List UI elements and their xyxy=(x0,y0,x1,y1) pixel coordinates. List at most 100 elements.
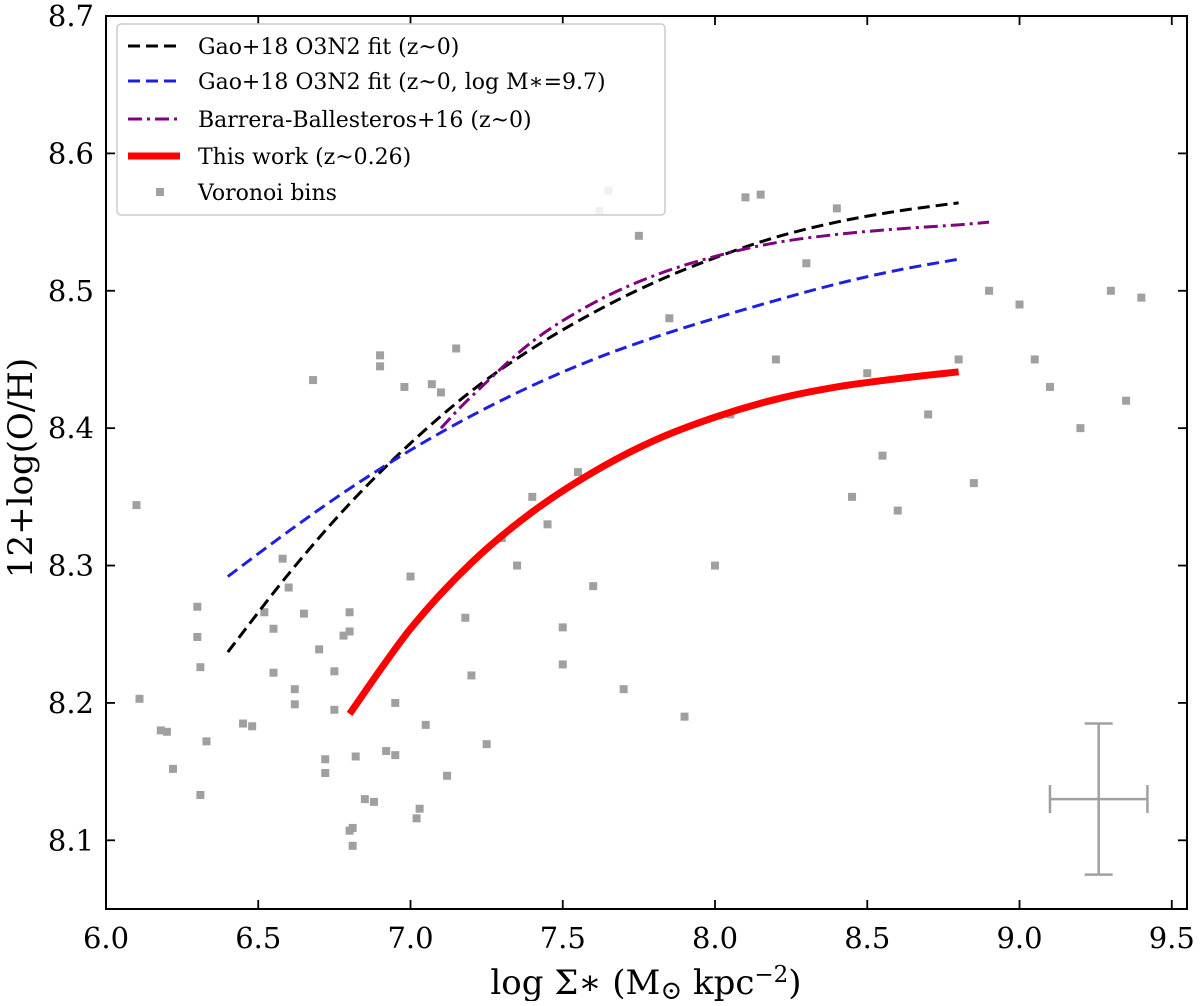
y-tick-label: 8.1 xyxy=(48,823,94,857)
voronoi-bin-point xyxy=(924,410,933,419)
voronoi-bin-point xyxy=(193,632,202,641)
voronoi-bin-point xyxy=(436,388,445,397)
voronoi-bin-point xyxy=(452,344,461,353)
voronoi-bin-point xyxy=(680,712,689,721)
axes-border xyxy=(105,15,1188,910)
x-tick-label: 9.0 xyxy=(996,921,1042,955)
voronoi-bin-point xyxy=(421,720,430,729)
series-line-bb16 xyxy=(439,220,990,430)
voronoi-bin-point xyxy=(482,740,491,749)
y-tick-label: 8.5 xyxy=(48,274,94,308)
voronoi-bin-point xyxy=(711,561,720,570)
voronoi-bin-point xyxy=(665,314,674,323)
voronoi-bin-point xyxy=(461,613,470,622)
legend-label-voronoi: Voronoi bins xyxy=(197,181,337,206)
voronoi-bin-point xyxy=(467,671,476,680)
voronoi-bin-point xyxy=(543,520,552,529)
voronoi-bin-point xyxy=(1106,286,1115,295)
plot-area xyxy=(132,186,1149,876)
legend: Gao+18 O3N2 fit (z~0) Gao+18 O3N2 fit (z~… xyxy=(116,23,666,216)
voronoi-bin-point xyxy=(443,771,452,780)
voronoi-bin-point xyxy=(391,698,400,707)
series-line-gao_m97 xyxy=(226,257,959,578)
voronoi-bin-point xyxy=(848,492,857,501)
voronoi-bin-point xyxy=(376,351,385,360)
voronoi-bin-point xyxy=(1137,293,1146,302)
voronoi-bin-point xyxy=(360,795,369,804)
x-axis-title: log Σ∗ (M⊙ kpc−2) xyxy=(490,962,801,1001)
series-line-this_work xyxy=(346,368,960,716)
voronoi-bin-point xyxy=(619,685,628,694)
x-axis-title-unit: kpc xyxy=(682,963,754,1001)
y-tick-label: 8.4 xyxy=(48,411,94,445)
voronoi-bin-point xyxy=(369,797,378,806)
x-axis-title-main: log Σ∗ (M xyxy=(490,963,660,1001)
voronoi-bin-point xyxy=(269,624,278,633)
x-tick-label: 7.0 xyxy=(387,921,433,955)
voronoi-bin-point xyxy=(878,451,887,460)
legend-label-gao_z0: Gao+18 O3N2 fit (z~0) xyxy=(198,35,459,60)
series-line-gao_z0 xyxy=(226,201,959,654)
voronoi-bin-point xyxy=(260,608,269,617)
legend-box xyxy=(116,23,666,216)
x-tick-label: 8.0 xyxy=(692,921,738,955)
voronoi-bin-point xyxy=(345,608,354,617)
y-tick-label: 8.3 xyxy=(48,549,94,583)
voronoi-bin-point xyxy=(239,719,248,728)
plot-content xyxy=(132,186,1149,876)
y-tick-label: 8.7 xyxy=(48,0,94,33)
voronoi-bin-point xyxy=(771,355,780,364)
voronoi-bin-point xyxy=(634,231,643,240)
voronoi-bin-point xyxy=(528,492,537,501)
voronoi-bin-point xyxy=(315,645,324,654)
y-axis-title: 12+log(O/H) xyxy=(1,358,41,578)
voronoi-bin-point xyxy=(573,468,582,477)
voronoi-bin-point xyxy=(290,685,299,694)
voronoi-bin-point xyxy=(321,755,330,764)
voronoi-bin-point xyxy=(412,814,421,823)
axis-titles: log Σ∗ (M⊙ kpc−2) 12+log(O/H) xyxy=(1,358,802,1006)
voronoi-bin-point xyxy=(513,561,522,570)
voronoi-bin-point xyxy=(321,768,330,777)
voronoi-bin-point xyxy=(1045,382,1054,391)
x-axis-title-sun-symbol: ⊙ xyxy=(660,976,682,1001)
voronoi-bin-point xyxy=(741,193,750,202)
x-tick-label: 7.5 xyxy=(540,921,586,955)
axis-ticks: 6.0 6.5 7.0 7.5 8.0 8.5 9.0 9.5 8.1 8.2 8.3 8.4 8.5 8… xyxy=(48,0,1195,955)
voronoi-bin-point xyxy=(558,623,567,632)
voronoi-bin-point xyxy=(299,609,308,618)
x-axis-title-close: ) xyxy=(788,963,801,1001)
legend-label-this_work: This work (z~0.26) xyxy=(198,145,411,170)
voronoi-bin-point xyxy=(351,752,360,761)
voronoi-bin-point xyxy=(345,627,354,636)
voronoi-bin-point xyxy=(330,705,339,714)
voronoi-bin-point xyxy=(278,554,287,563)
x-tick-label: 6.5 xyxy=(235,921,281,955)
voronoi-bin-point xyxy=(954,355,963,364)
voronoi-bin-point xyxy=(135,694,144,703)
voronoi-bin-point xyxy=(162,727,171,736)
voronoi-bin-point xyxy=(156,726,165,735)
voronoi-bin-point xyxy=(391,751,400,760)
voronoi-bin-point xyxy=(376,362,385,371)
voronoi-bin-point xyxy=(248,722,257,731)
voronoi-bin-point xyxy=(284,583,293,592)
voronoi-bin-point xyxy=(269,668,278,677)
legend-marker-voronoi xyxy=(156,188,164,196)
legend-label-bb16: Barrera-Ballesteros+16 (z~0) xyxy=(198,108,532,133)
voronoi-bin-point xyxy=(893,506,902,515)
voronoi-bin-point xyxy=(196,790,205,799)
voronoi-bin-point xyxy=(348,841,357,850)
x-tick-label: 8.5 xyxy=(844,921,890,955)
legend-label-gao_m97: Gao+18 O3N2 fit (z~0, log M∗=9.7) xyxy=(198,70,606,95)
voronoi-bin-point xyxy=(290,700,299,709)
y-tick-label: 8.2 xyxy=(48,686,94,720)
voronoi-bin-point xyxy=(168,764,177,773)
voronoi-bin-point xyxy=(382,747,391,756)
voronoi-bin-point xyxy=(832,204,841,213)
x-axis-title-exponent: −2 xyxy=(754,962,788,988)
voronoi-bin-point xyxy=(863,369,872,378)
voronoi-bin-point xyxy=(132,501,141,510)
